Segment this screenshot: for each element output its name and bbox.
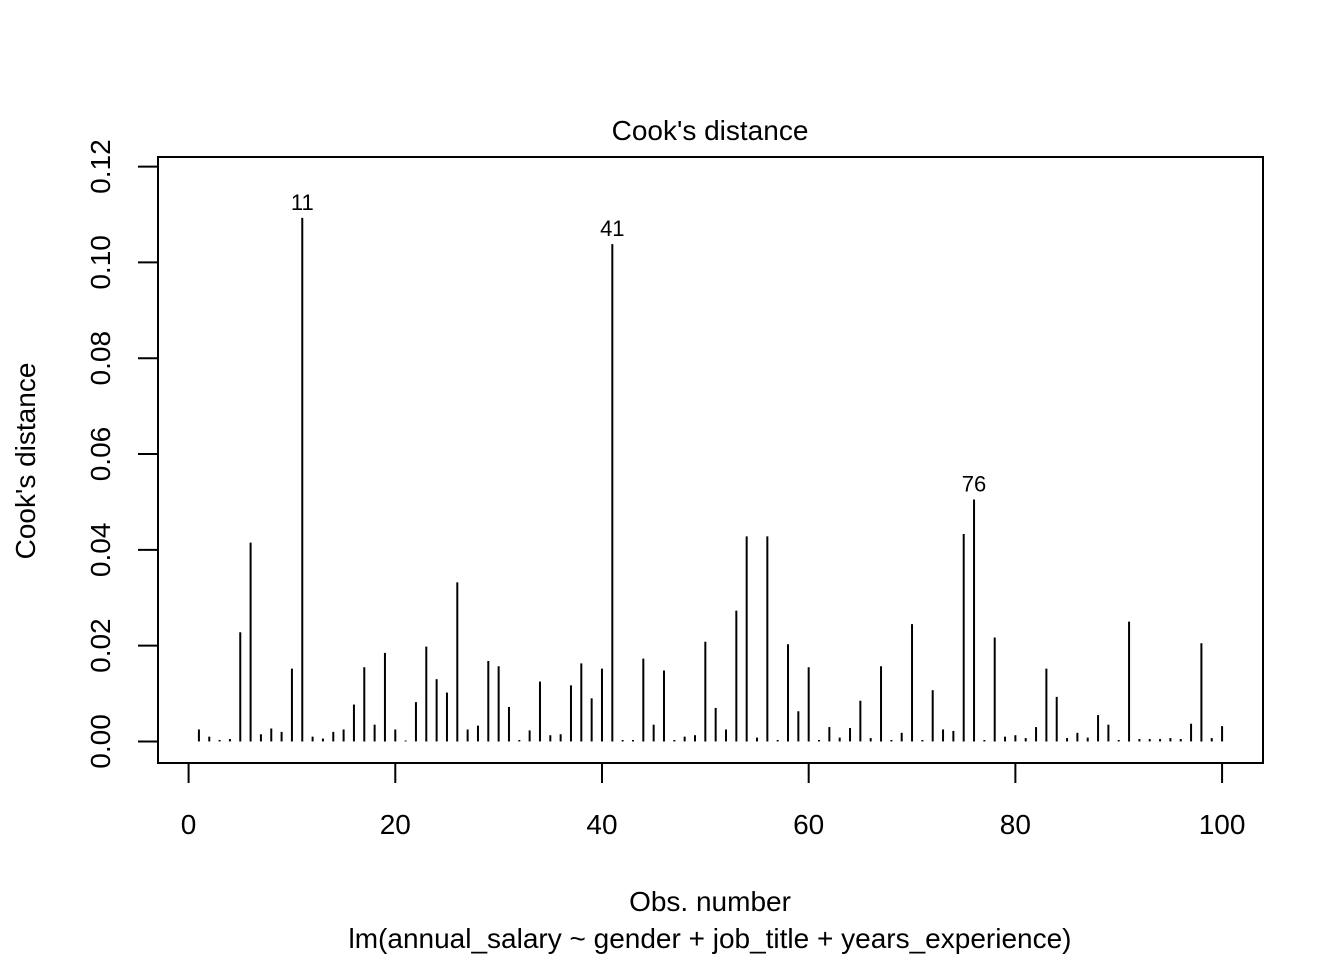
chart-subtitle: lm(annual_salary ~ gender + job_title + … [349, 923, 1072, 954]
point-labels-group: 11 41 76 [291, 190, 986, 497]
y-tick-label-0.10: 0.10 [85, 235, 116, 290]
y-tick-label-0.06: 0.06 [85, 427, 116, 482]
x-tick-label-40: 40 [586, 809, 617, 840]
y-axis: 0.00 0.02 0.04 0.06 0.08 0.10 0.12 [85, 139, 159, 769]
x-tick-label-100: 100 [1199, 809, 1246, 840]
x-tick-label-0: 0 [181, 809, 197, 840]
y-tick-label-0.08: 0.08 [85, 331, 116, 386]
x-tick-label-60: 60 [793, 809, 824, 840]
chart-title: Cook's distance [612, 115, 809, 146]
plot-frame [157, 156, 1264, 764]
x-tick-label-80: 80 [1000, 809, 1031, 840]
y-tick-label-0.12: 0.12 [85, 139, 116, 194]
x-axis: 0 20 40 60 80 100 [181, 762, 1246, 840]
x-axis-label: Obs. number [629, 886, 791, 917]
y-tick-label-0.02: 0.02 [85, 618, 116, 673]
y-tick-label-0.00: 0.00 [85, 714, 116, 769]
y-axis-label: Cook's distance [10, 363, 41, 560]
point-label-76: 76 [962, 472, 986, 497]
point-label-11: 11 [291, 190, 314, 215]
y-tick-label-0.04: 0.04 [85, 523, 116, 578]
spikes-group [197, 217, 1224, 742]
point-label-41: 41 [600, 216, 624, 241]
x-tick-label-20: 20 [380, 809, 411, 840]
